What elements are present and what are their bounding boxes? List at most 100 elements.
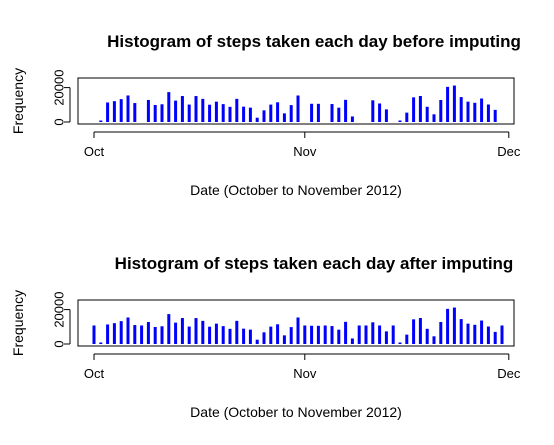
bar-2012-11-26 bbox=[473, 102, 477, 122]
bar-2012-10-21 bbox=[228, 328, 232, 344]
bar-2012-10-04 bbox=[112, 101, 116, 122]
bar-2012-10-10 bbox=[153, 104, 157, 122]
x-tick-label: Dec bbox=[497, 144, 521, 159]
bar-2012-11-17 bbox=[412, 97, 416, 122]
bar-2012-11-16 bbox=[405, 334, 409, 344]
bar-2012-10-15 bbox=[187, 326, 191, 344]
x-tick-label: Nov bbox=[293, 144, 317, 159]
bar-2012-10-06 bbox=[126, 317, 130, 344]
bar-2012-10-30 bbox=[289, 105, 293, 122]
bar-2012-10-09 bbox=[146, 99, 150, 122]
bar-2012-10-28 bbox=[276, 324, 280, 344]
bar-2012-10-17 bbox=[201, 98, 205, 122]
y-tick-label: 0 bbox=[52, 340, 67, 347]
bar-2012-10-27 bbox=[269, 326, 273, 344]
bar-2012-10-02 bbox=[99, 120, 103, 122]
bar-2012-11-11 bbox=[371, 100, 375, 122]
bar-2012-11-13 bbox=[384, 109, 388, 122]
bar-2012-11-27 bbox=[480, 320, 484, 344]
bar-2012-10-04 bbox=[112, 323, 116, 344]
x-tick-label: Oct bbox=[84, 144, 105, 159]
bar-2012-10-19 bbox=[214, 101, 218, 122]
bar-2012-11-23 bbox=[452, 85, 456, 122]
plot-frame bbox=[77, 77, 515, 125]
bar-2012-11-02 bbox=[310, 325, 314, 344]
bar-2012-11-04 bbox=[323, 325, 327, 344]
bar-2012-11-07 bbox=[344, 99, 348, 122]
bar-2012-10-13 bbox=[174, 322, 178, 344]
bar-2012-11-12 bbox=[378, 103, 382, 122]
bar-2012-10-10 bbox=[153, 326, 157, 344]
bar-2012-11-29 bbox=[493, 331, 497, 344]
bar-2012-10-03 bbox=[106, 102, 110, 122]
bar-2012-10-27 bbox=[269, 104, 273, 122]
bar-2012-11-15 bbox=[398, 342, 402, 344]
chart-panel-2: Histogram of steps taken each day after … bbox=[10, 254, 521, 420]
bar-2012-10-25 bbox=[255, 117, 259, 122]
y-axis-label: Frequency bbox=[10, 68, 26, 134]
bar-2012-10-21 bbox=[228, 106, 232, 122]
bar-2012-10-05 bbox=[119, 321, 123, 344]
bar-2012-10-24 bbox=[248, 107, 252, 122]
bar-2012-10-28 bbox=[276, 102, 280, 122]
bar-2012-10-25 bbox=[255, 339, 259, 344]
chart-title: Histogram of steps taken each day before… bbox=[107, 32, 521, 51]
bar-2012-10-29 bbox=[282, 113, 286, 122]
bar-2012-11-24 bbox=[459, 319, 463, 344]
chart-panel-1: Histogram of steps taken each day before… bbox=[10, 32, 521, 198]
bar-2012-10-18 bbox=[208, 326, 212, 344]
bar-2012-11-15 bbox=[398, 120, 402, 122]
bar-2012-10-29 bbox=[282, 335, 286, 344]
bar-2012-11-11 bbox=[371, 322, 375, 344]
bar-2012-10-26 bbox=[262, 110, 266, 122]
x-tick-label: Oct bbox=[84, 366, 105, 381]
bar-2012-11-30 bbox=[500, 325, 504, 344]
y-tick-label: 20000 bbox=[52, 292, 67, 328]
bar-2012-11-14 bbox=[391, 325, 395, 344]
bar-2012-10-23 bbox=[242, 328, 246, 344]
bar-2012-11-24 bbox=[459, 97, 463, 122]
bar-2012-11-23 bbox=[452, 307, 456, 344]
plot-frame bbox=[77, 299, 515, 347]
bar-2012-10-15 bbox=[187, 104, 191, 122]
bar-2012-10-11 bbox=[160, 104, 164, 122]
bar-2012-10-18 bbox=[208, 104, 212, 122]
x-axis-label: Date (October to November 2012) bbox=[190, 404, 402, 420]
bar-2012-10-12 bbox=[167, 314, 171, 344]
bar-2012-10-02 bbox=[99, 342, 103, 344]
bar-2012-11-06 bbox=[337, 329, 341, 344]
bar-2012-10-14 bbox=[180, 96, 184, 122]
bar-2012-10-31 bbox=[296, 95, 300, 122]
bar-2012-10-05 bbox=[119, 99, 123, 122]
bar-2012-11-05 bbox=[330, 104, 334, 122]
bar-2012-10-08 bbox=[140, 325, 144, 344]
bar-2012-11-03 bbox=[316, 325, 320, 344]
bar-2012-11-01 bbox=[303, 325, 307, 344]
bar-2012-11-18 bbox=[418, 318, 422, 344]
bar-2012-11-22 bbox=[446, 308, 450, 344]
bar-2012-11-29 bbox=[493, 109, 497, 122]
bar-2012-11-16 bbox=[405, 112, 409, 122]
bar-2012-10-13 bbox=[174, 100, 178, 122]
bar-2012-10-23 bbox=[242, 106, 246, 122]
bar-2012-10-19 bbox=[214, 323, 218, 344]
bar-2012-11-05 bbox=[330, 326, 334, 344]
bar-2012-10-17 bbox=[201, 320, 205, 344]
y-axis-label: Frequency bbox=[10, 290, 26, 356]
bar-2012-11-08 bbox=[350, 116, 354, 122]
bar-2012-11-12 bbox=[378, 325, 382, 344]
bar-2012-11-13 bbox=[384, 331, 388, 344]
bar-2012-10-11 bbox=[160, 326, 164, 344]
bar-2012-11-20 bbox=[432, 336, 436, 344]
bar-2012-10-01 bbox=[92, 325, 96, 344]
bar-2012-10-26 bbox=[262, 332, 266, 344]
bar-2012-11-25 bbox=[466, 323, 470, 344]
bar-2012-10-24 bbox=[248, 329, 252, 344]
bar-2012-11-21 bbox=[439, 322, 443, 344]
bar-2012-10-20 bbox=[221, 326, 225, 344]
bar-2012-10-09 bbox=[146, 321, 150, 344]
bar-2012-10-20 bbox=[221, 104, 225, 122]
bar-2012-11-17 bbox=[412, 319, 416, 344]
bar-2012-11-18 bbox=[418, 96, 422, 122]
